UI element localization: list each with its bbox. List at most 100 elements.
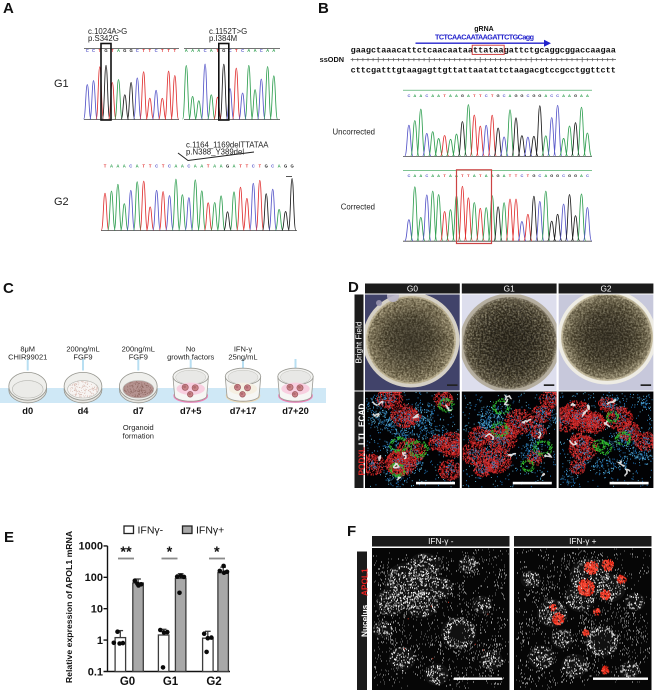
svg-text:A: A [419, 173, 422, 178]
svg-text:G: G [556, 173, 559, 178]
svg-text:G: G [497, 93, 500, 98]
svg-text:C: C [407, 173, 410, 178]
svg-text:A: A [220, 163, 223, 168]
svg-text:C: C [92, 48, 95, 53]
svg-text:25ng/mL: 25ng/mL [228, 353, 257, 362]
svg-text:T: T [239, 163, 242, 168]
svg-text:A: A [509, 93, 512, 98]
svg-text:T: T [149, 48, 152, 53]
svg-text:G: G [265, 163, 268, 168]
svg-text:A: A [413, 93, 416, 98]
svg-text:A: A [503, 173, 506, 178]
svg-text:A: A [123, 163, 126, 168]
svg-text:C: C [503, 93, 506, 98]
svg-text:A: A [568, 93, 571, 98]
svg-text:C: C [271, 163, 274, 168]
svg-text:formation: formation [123, 432, 154, 441]
svg-text:G0: G0 [407, 283, 418, 293]
svg-text:d0: d0 [22, 406, 33, 416]
svg-text:p.S342G: p.S342G [88, 34, 119, 43]
svg-text:A: A [467, 93, 470, 98]
svg-text:APOL1: APOL1 [360, 568, 370, 596]
svg-text:D: D [348, 279, 359, 296]
svg-text:G2: G2 [206, 676, 221, 688]
svg-text:C: C [520, 173, 523, 178]
svg-text:T: T [235, 48, 238, 53]
svg-text:G: G [532, 93, 535, 98]
svg-text:G: G [514, 93, 517, 98]
svg-text:FGF9: FGF9 [129, 353, 148, 362]
svg-text:G: G [129, 48, 132, 53]
svg-text:G: G [226, 163, 229, 168]
svg-text:G1: G1 [54, 78, 69, 90]
svg-text:A: A [413, 173, 416, 178]
svg-text:1000: 1000 [79, 541, 103, 553]
svg-text:G: G [574, 173, 577, 178]
svg-text:0.1: 0.1 [88, 666, 103, 678]
svg-text:G: G [568, 173, 571, 178]
svg-text:C: C [86, 48, 89, 53]
svg-text:G: G [461, 93, 464, 98]
svg-text:C: C [526, 93, 529, 98]
svg-text:A: A [254, 48, 257, 53]
svg-text:G: G [284, 163, 287, 168]
svg-text:G0: G0 [120, 676, 135, 688]
svg-text:TCTCAACAATAAGATTCTGCagg: TCTCAACAATAAGATTCTGCagg [435, 33, 534, 42]
svg-text:A: A [544, 173, 547, 178]
svg-text:C: C [260, 48, 263, 53]
svg-text:A: A [232, 163, 235, 168]
svg-text:G: G [538, 93, 541, 98]
svg-text:Relative expression of APOL1 m: Relative expression of APOL1 mRNA [64, 530, 74, 683]
svg-text:C: C [3, 280, 14, 297]
svg-text:C: C [187, 163, 190, 168]
svg-text:A: A [485, 173, 488, 178]
svg-text:G: G [123, 48, 126, 53]
svg-text:10: 10 [91, 604, 103, 616]
svg-text:A: A [437, 173, 440, 178]
svg-text:IFNγ+: IFNγ+ [196, 525, 224, 537]
svg-text:A: A [437, 93, 440, 98]
svg-text:A: A [580, 93, 583, 98]
svg-text:A: A [449, 93, 452, 98]
svg-text:C: C [407, 93, 410, 98]
svg-text:cttcgatttgtaagagttgttattaatatt: cttcgatttgtaagagttgttattaatattctaagacgtc… [351, 66, 616, 76]
svg-text:C: C [168, 163, 171, 168]
svg-text:T: T [142, 163, 145, 168]
svg-text:C: C [425, 173, 428, 178]
svg-text:G: G [532, 173, 535, 178]
svg-text:G1: G1 [504, 283, 515, 293]
svg-text:A: A [586, 93, 589, 98]
svg-text:d7+5: d7+5 [180, 406, 201, 416]
svg-text:C: C [241, 48, 244, 53]
svg-text:T: T [142, 48, 145, 53]
svg-text:T: T [162, 163, 165, 168]
svg-text:T: T [104, 163, 107, 168]
svg-text:d7+17: d7+17 [230, 406, 257, 416]
svg-text:C: C [425, 93, 428, 98]
svg-text:T: T [259, 163, 262, 168]
svg-text:T: T [161, 48, 164, 53]
svg-text:A: A [3, 0, 14, 17]
svg-text:A: A [272, 48, 275, 53]
svg-text:A: A [419, 93, 422, 98]
svg-text:G1: G1 [163, 676, 179, 688]
svg-text:A: A [562, 93, 565, 98]
svg-text:C: C [252, 163, 255, 168]
svg-text:Bright Field: Bright Field [354, 321, 364, 363]
svg-text:C: C [155, 163, 158, 168]
svg-text:FGF9: FGF9 [73, 353, 92, 362]
svg-text:T: T [207, 163, 210, 168]
svg-text:T: T [174, 48, 177, 53]
svg-text:F: F [347, 523, 356, 540]
svg-text:C: C [155, 48, 158, 53]
svg-text:A: A [197, 48, 200, 53]
svg-text:IFNγ-: IFNγ- [138, 525, 164, 537]
svg-text:B: B [318, 0, 329, 17]
svg-text:A: A [110, 163, 113, 168]
svg-text:A: A [117, 48, 120, 53]
svg-text:E: E [4, 529, 14, 546]
svg-text:A: A [278, 163, 281, 168]
svg-text:T: T [246, 163, 249, 168]
svg-text:growth factors: growth factors [167, 353, 214, 362]
svg-text:IFN-γ -: IFN-γ - [428, 536, 454, 546]
